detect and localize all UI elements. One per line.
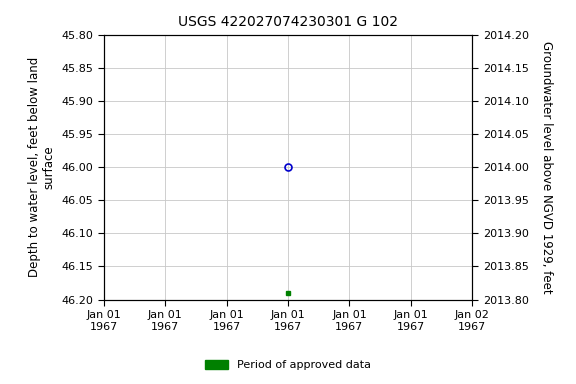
- Y-axis label: Depth to water level, feet below land
surface: Depth to water level, feet below land su…: [28, 57, 56, 277]
- Legend: Period of approved data: Period of approved data: [201, 356, 375, 375]
- Title: USGS 422027074230301 G 102: USGS 422027074230301 G 102: [178, 15, 398, 29]
- Y-axis label: Groundwater level above NGVD 1929, feet: Groundwater level above NGVD 1929, feet: [540, 41, 553, 293]
